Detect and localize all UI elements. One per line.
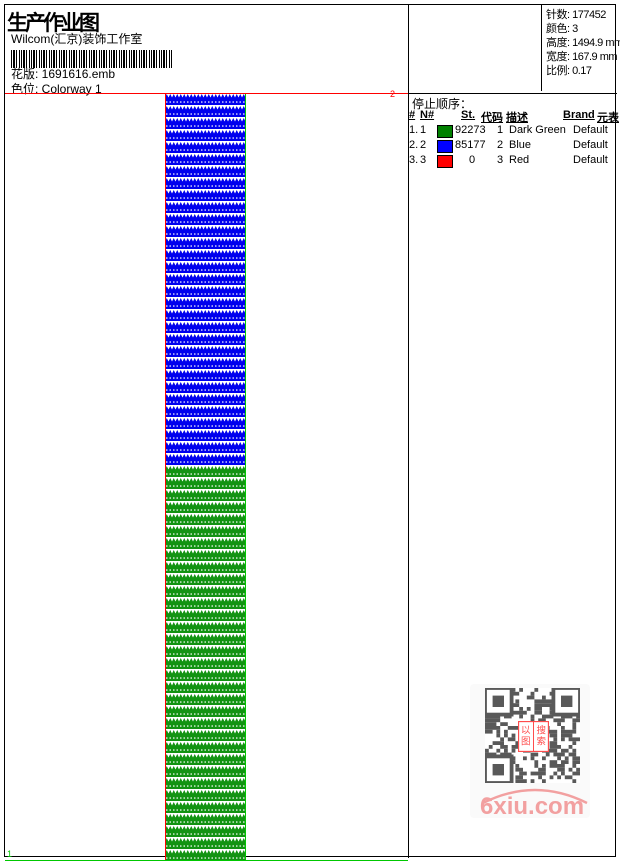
svg-text:图: 图 bbox=[521, 737, 531, 748]
svg-text:索: 索 bbox=[536, 736, 546, 748]
svg-text:1: 1 bbox=[7, 849, 12, 859]
svg-text:2: 2 bbox=[390, 89, 395, 99]
svg-text:搜: 搜 bbox=[536, 725, 546, 737]
svg-text:1: 1 bbox=[240, 98, 245, 107]
svg-text:以: 以 bbox=[521, 726, 531, 737]
svg-text:6xiu.com: 6xiu.com bbox=[480, 793, 584, 817]
